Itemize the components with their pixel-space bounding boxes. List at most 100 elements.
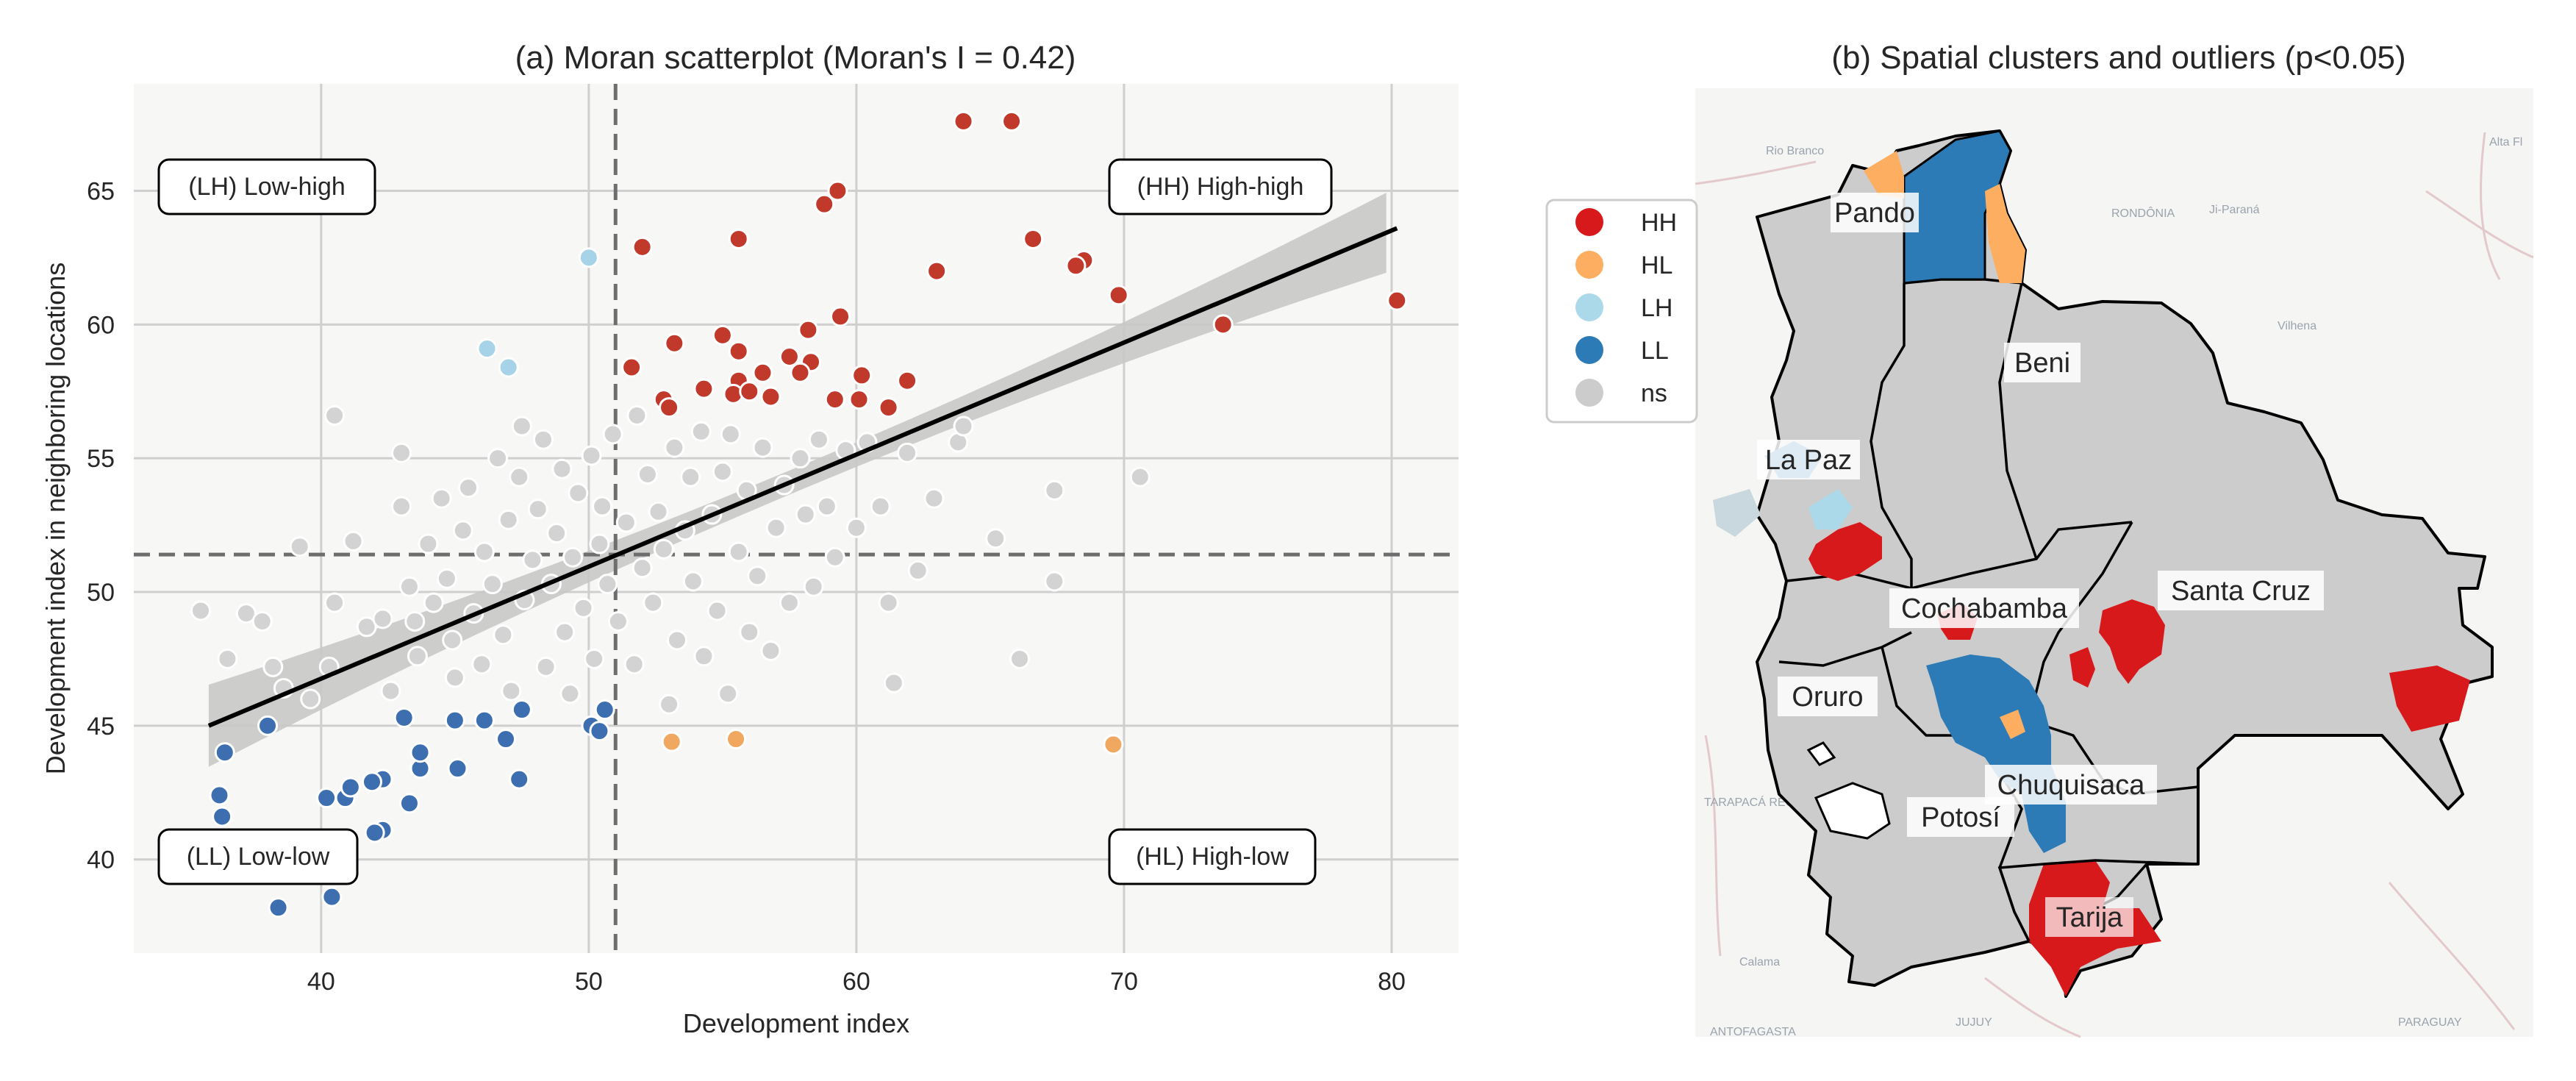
legend-label-ll: LL — [1641, 337, 1669, 365]
point-ns — [391, 442, 412, 463]
point-ns — [562, 546, 584, 568]
point-ns — [551, 458, 573, 479]
lapaz-lh-area — [1808, 489, 1853, 529]
point-lh — [498, 357, 519, 378]
point-hh — [798, 319, 819, 340]
point-hh — [1023, 228, 1044, 249]
point-ll — [509, 768, 530, 790]
point-ns — [728, 541, 749, 563]
point-ns — [643, 592, 664, 613]
point-ll — [444, 710, 465, 731]
quadrant-label-ll: (LL) Low-low — [157, 828, 359, 885]
point-ll — [361, 771, 382, 793]
point-hh — [752, 362, 773, 383]
point-ns — [739, 621, 760, 643]
point-ns — [546, 523, 568, 544]
y-tick-label: 65 — [87, 177, 115, 205]
point-ns — [897, 442, 918, 463]
point-ns — [790, 448, 811, 469]
region-label-santa-cruz: Santa Cruz — [2171, 576, 2311, 607]
point-hh — [779, 346, 800, 367]
point-ns — [664, 437, 685, 458]
map-title: (b) Spatial clusters and outliers (p<0.0… — [1831, 40, 2405, 76]
lapaz-lh-area-2 — [1713, 489, 1761, 537]
scatter-points — [190, 110, 1408, 918]
point-ns — [592, 496, 613, 517]
point-ns — [498, 509, 519, 530]
point-ns — [779, 592, 800, 613]
point-ll — [214, 742, 235, 763]
legend-marker-hh — [1575, 208, 1603, 236]
point-ns — [985, 528, 1006, 549]
point-ll — [409, 742, 431, 763]
point-ns — [648, 501, 669, 522]
legend-label-hl: HL — [1641, 251, 1672, 279]
point-ns — [765, 517, 787, 538]
point-ns — [559, 683, 581, 704]
point-ns — [235, 603, 257, 624]
point-ns — [581, 445, 602, 466]
point-ns — [511, 415, 532, 437]
point-ll — [316, 788, 337, 809]
point-hh — [632, 236, 653, 257]
point-ns — [391, 496, 412, 517]
legend-marker-hl — [1575, 251, 1603, 279]
point-ns — [589, 533, 610, 554]
quadrant-label-lh-text: (LH) Low-high — [188, 173, 346, 201]
point-hh — [693, 378, 715, 399]
map-legend: HH HL LH LL ns — [1545, 199, 1698, 424]
pando-ll-area — [1903, 129, 2012, 285]
lapaz-hh-area — [1808, 522, 1882, 581]
point-ns — [747, 566, 768, 587]
point-ns — [527, 499, 548, 520]
point-ns — [289, 536, 310, 557]
basemap-place-labels: Rio Branco RONDÔNIA Ji-Paraná Alta Fl Vi… — [1704, 136, 2522, 1038]
point-ns — [372, 608, 393, 629]
basemap-lines — [1695, 132, 2534, 1038]
basemap-label-paraguay: PARAGUAY — [2398, 1016, 2462, 1029]
point-ns — [535, 656, 557, 677]
point-hh — [621, 357, 643, 378]
point-ll — [321, 886, 343, 907]
point-ns — [1129, 466, 1151, 488]
point-hh — [814, 193, 835, 215]
point-hh — [1108, 285, 1129, 306]
regression-line-stroke — [207, 226, 1398, 728]
point-ll — [495, 729, 517, 750]
point-ns — [418, 533, 439, 554]
point-ns — [584, 648, 605, 669]
point-ll — [340, 777, 361, 798]
point-ns — [404, 611, 426, 632]
point-ns — [493, 624, 514, 646]
point-ns — [808, 429, 829, 450]
point-hh — [1001, 110, 1023, 132]
pando-hl-area-2 — [1864, 151, 1904, 199]
point-ns — [653, 538, 674, 560]
tarija-boundary — [1997, 859, 2199, 942]
point-ns — [522, 549, 543, 571]
point-lh — [578, 247, 599, 268]
region-label-cochabamba: Cochabamba — [1901, 593, 2068, 624]
basemap-label-alta-floresta: Alta Fl — [2489, 136, 2522, 149]
point-ns — [458, 477, 479, 499]
point-ns — [431, 488, 452, 509]
point-ns — [878, 592, 899, 613]
quadrant-label-ll-text: (LL) Low-low — [187, 843, 330, 871]
y-tick-label: 50 — [87, 579, 115, 607]
point-hh — [728, 228, 749, 249]
region-label-oruro: Oruro — [1792, 682, 1863, 713]
basemap-label-calama: Calama — [1739, 956, 1780, 968]
point-hh — [760, 386, 781, 407]
quadrant-label-lh: (LH) Low-high — [157, 158, 376, 215]
point-ns — [398, 576, 420, 597]
point-ns — [602, 424, 623, 445]
region-label-pando: Pando — [1834, 198, 1915, 229]
lake — [1806, 741, 1836, 766]
point-ns — [501, 680, 522, 702]
regression-line — [207, 226, 1398, 728]
point-ns — [623, 654, 645, 675]
basemap-label-rio-branco: Rio Branco — [1766, 145, 1824, 157]
point-ns — [251, 611, 273, 632]
point-ns — [324, 404, 346, 426]
